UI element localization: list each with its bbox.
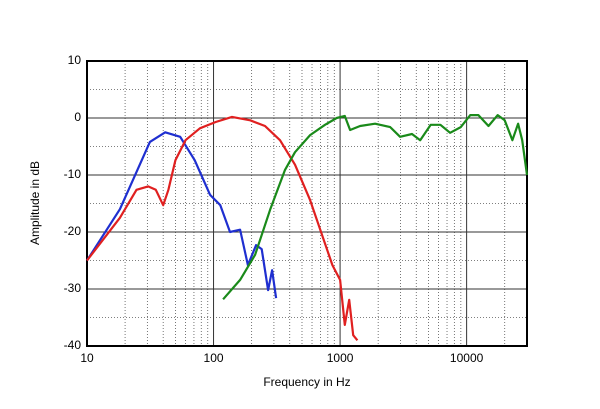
y-tick-label: -10 xyxy=(64,167,82,181)
x-tick-label: 10000 xyxy=(450,351,484,365)
x-tick-label: 100 xyxy=(204,351,224,365)
x-tick-label: 1000 xyxy=(327,351,354,365)
y-tick-label: 0 xyxy=(74,110,81,124)
plot-frame xyxy=(86,60,528,347)
y-tick-label: -40 xyxy=(64,338,82,352)
series-line xyxy=(222,114,529,301)
x-axis-label: Frequency in Hz xyxy=(263,375,350,389)
x-tick-label: 10 xyxy=(80,351,94,365)
y-tick-label: -20 xyxy=(64,224,82,238)
series-line xyxy=(86,115,359,341)
y-axis-label: Amplitude in dB xyxy=(28,161,42,245)
series-line xyxy=(86,131,278,299)
y-tick-label: 10 xyxy=(68,53,82,67)
y-tick-label: -30 xyxy=(64,281,82,295)
